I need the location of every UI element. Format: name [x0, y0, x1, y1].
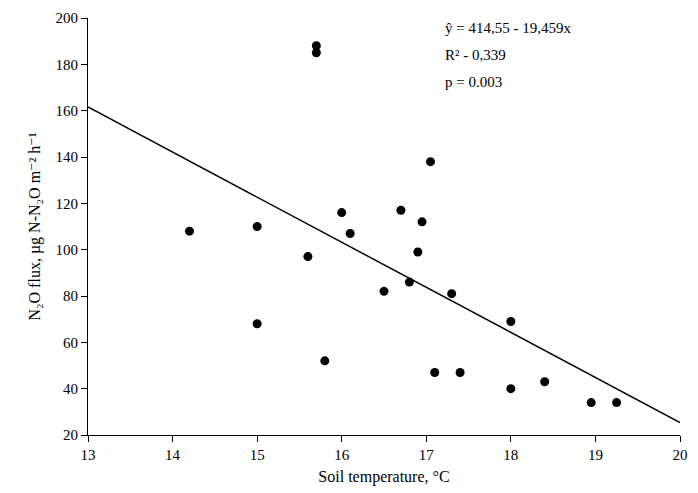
svg-text:40: 40 [63, 381, 78, 397]
svg-text:17: 17 [419, 447, 435, 463]
svg-text:ŷ = 414,55 - 19,459x: ŷ = 414,55 - 19,459x [445, 20, 571, 36]
svg-text:18: 18 [503, 447, 518, 463]
svg-text:13: 13 [81, 447, 96, 463]
svg-text:80: 80 [63, 288, 78, 304]
svg-text:15: 15 [250, 447, 265, 463]
svg-text:60: 60 [63, 335, 78, 351]
svg-text:19: 19 [588, 447, 603, 463]
svg-text:N₂O flux, µg N-N₂O m⁻² h⁻¹: N₂O flux, µg N-N₂O m⁻² h⁻¹ [26, 132, 44, 320]
svg-text:R² - 0,339: R² - 0,339 [445, 47, 506, 63]
svg-text:140: 140 [55, 149, 78, 165]
svg-text:14: 14 [165, 447, 181, 463]
svg-text:200: 200 [55, 10, 78, 26]
svg-text:p = 0.003: p = 0.003 [445, 74, 502, 90]
svg-text:20: 20 [673, 447, 688, 463]
svg-text:16: 16 [334, 447, 350, 463]
svg-text:20: 20 [63, 427, 78, 443]
svg-text:Soil temperature, °C: Soil temperature, °C [318, 468, 449, 486]
svg-text:120: 120 [55, 196, 78, 212]
svg-text:100: 100 [55, 242, 78, 258]
svg-text:160: 160 [55, 103, 78, 119]
svg-text:180: 180 [55, 57, 78, 73]
